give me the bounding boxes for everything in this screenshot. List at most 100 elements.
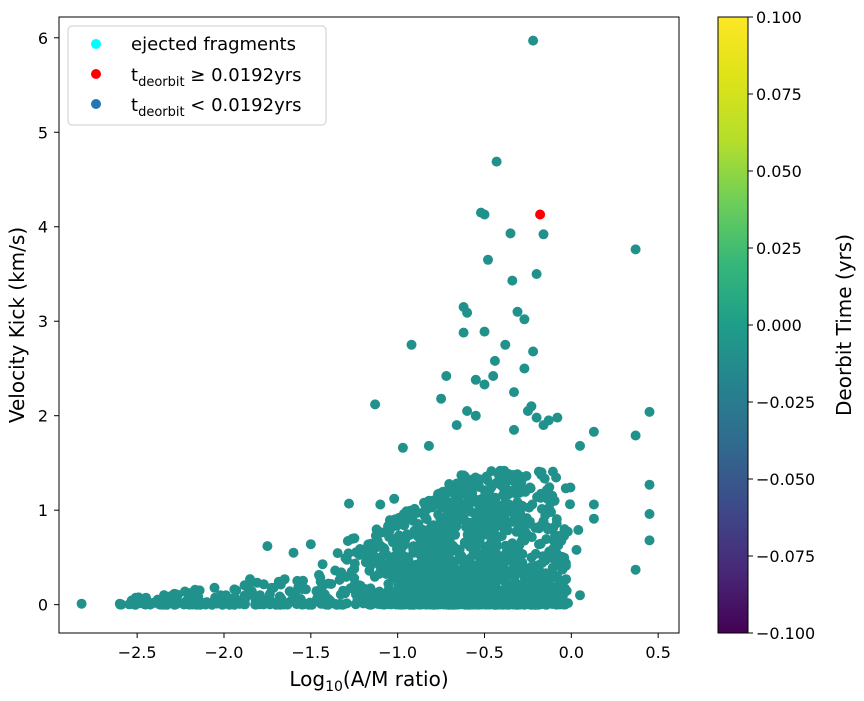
data-point — [507, 470, 518, 480]
data-point — [149, 597, 160, 608]
data-point — [479, 379, 490, 390]
data-point — [375, 499, 386, 510]
data-point — [505, 228, 516, 239]
data-point — [441, 371, 452, 381]
data-point — [483, 555, 494, 566]
data-point — [397, 599, 408, 610]
data-point — [553, 532, 564, 543]
data-point — [525, 483, 536, 494]
data-point — [470, 410, 481, 421]
data-point — [384, 525, 395, 536]
data-point — [423, 440, 434, 451]
data-point — [373, 588, 383, 599]
data-point — [455, 490, 466, 500]
data-point — [372, 598, 383, 609]
data-point — [502, 591, 513, 602]
colorbar-tick-label: −0.100 — [756, 624, 815, 643]
data-point — [517, 557, 528, 568]
data-point — [535, 492, 546, 503]
data-point — [496, 531, 507, 542]
data-point — [387, 598, 398, 609]
data-point — [349, 533, 360, 544]
data-point — [391, 540, 402, 550]
data-point — [483, 543, 494, 554]
legend-marker-above — [91, 69, 101, 79]
data-point — [468, 536, 479, 547]
data-point — [255, 590, 265, 601]
data-point — [535, 521, 546, 532]
data-point — [344, 498, 354, 509]
data-point — [251, 599, 262, 610]
y-axis-label: Velocity Kick (km/s) — [5, 227, 29, 423]
data-point — [389, 493, 400, 504]
data-point — [565, 499, 575, 510]
data-point — [340, 587, 351, 598]
data-point — [300, 584, 311, 595]
data-point — [499, 572, 510, 583]
data-point — [184, 596, 195, 607]
data-point — [304, 597, 315, 608]
data-point — [201, 599, 212, 610]
data-point — [538, 420, 549, 431]
data-point — [262, 541, 273, 552]
data-point — [483, 254, 493, 265]
data-point — [298, 575, 308, 586]
data-point — [490, 570, 501, 581]
data-point — [557, 551, 568, 562]
data-point — [494, 554, 505, 565]
data-point — [547, 599, 558, 609]
data-point — [519, 535, 530, 546]
data-point — [422, 530, 433, 541]
data-point — [516, 594, 527, 605]
data-point — [531, 412, 542, 423]
x-tick-label: −1.0 — [378, 643, 417, 662]
data-point — [470, 374, 481, 385]
data-point — [482, 475, 493, 486]
data-point — [486, 532, 497, 543]
data-point — [551, 472, 562, 483]
colorbar-ticks: 0.100 0.075 0.050 0.025 0.000 −0.025 −0.050 −0.… — [748, 8, 815, 643]
data-point — [495, 500, 506, 511]
data-point — [402, 529, 412, 540]
data-point — [559, 524, 570, 535]
data-point — [544, 482, 555, 493]
data-point — [364, 565, 375, 576]
data-point — [232, 597, 243, 608]
data-point — [396, 589, 407, 600]
data-point — [352, 585, 363, 596]
data-point — [288, 547, 299, 558]
data-point — [644, 509, 655, 519]
data-point — [445, 573, 455, 584]
data-point — [332, 548, 343, 559]
data-point — [560, 560, 571, 571]
y-tick-label: 3 — [38, 312, 48, 331]
data-point — [528, 595, 539, 606]
data-point — [517, 500, 527, 511]
data-point — [503, 506, 514, 517]
data-point — [547, 562, 558, 573]
data-point — [408, 541, 419, 552]
data-point — [114, 598, 125, 609]
data-point — [264, 589, 275, 599]
colorbar-tick-label: 0.000 — [756, 316, 802, 335]
x-tick-label: 0.5 — [645, 643, 670, 662]
data-point — [231, 585, 242, 596]
data-point — [363, 552, 374, 563]
data-point — [323, 578, 334, 589]
data-point — [406, 339, 417, 350]
colorbar-tick-label: 0.100 — [756, 8, 802, 27]
data-point — [418, 546, 429, 557]
data-point — [560, 599, 571, 610]
data-point — [334, 599, 345, 609]
colorbar-label: Deorbit Time (yrs) — [832, 234, 856, 416]
data-point — [500, 339, 511, 350]
data-point — [546, 507, 556, 517]
data-point — [508, 562, 519, 573]
data-point — [452, 599, 463, 610]
data-point — [509, 424, 519, 435]
y-tick-label: 5 — [38, 123, 48, 142]
data-point — [346, 566, 357, 577]
x-tick-label: −2.0 — [205, 643, 244, 662]
data-point — [397, 442, 408, 453]
data-point — [398, 509, 409, 519]
